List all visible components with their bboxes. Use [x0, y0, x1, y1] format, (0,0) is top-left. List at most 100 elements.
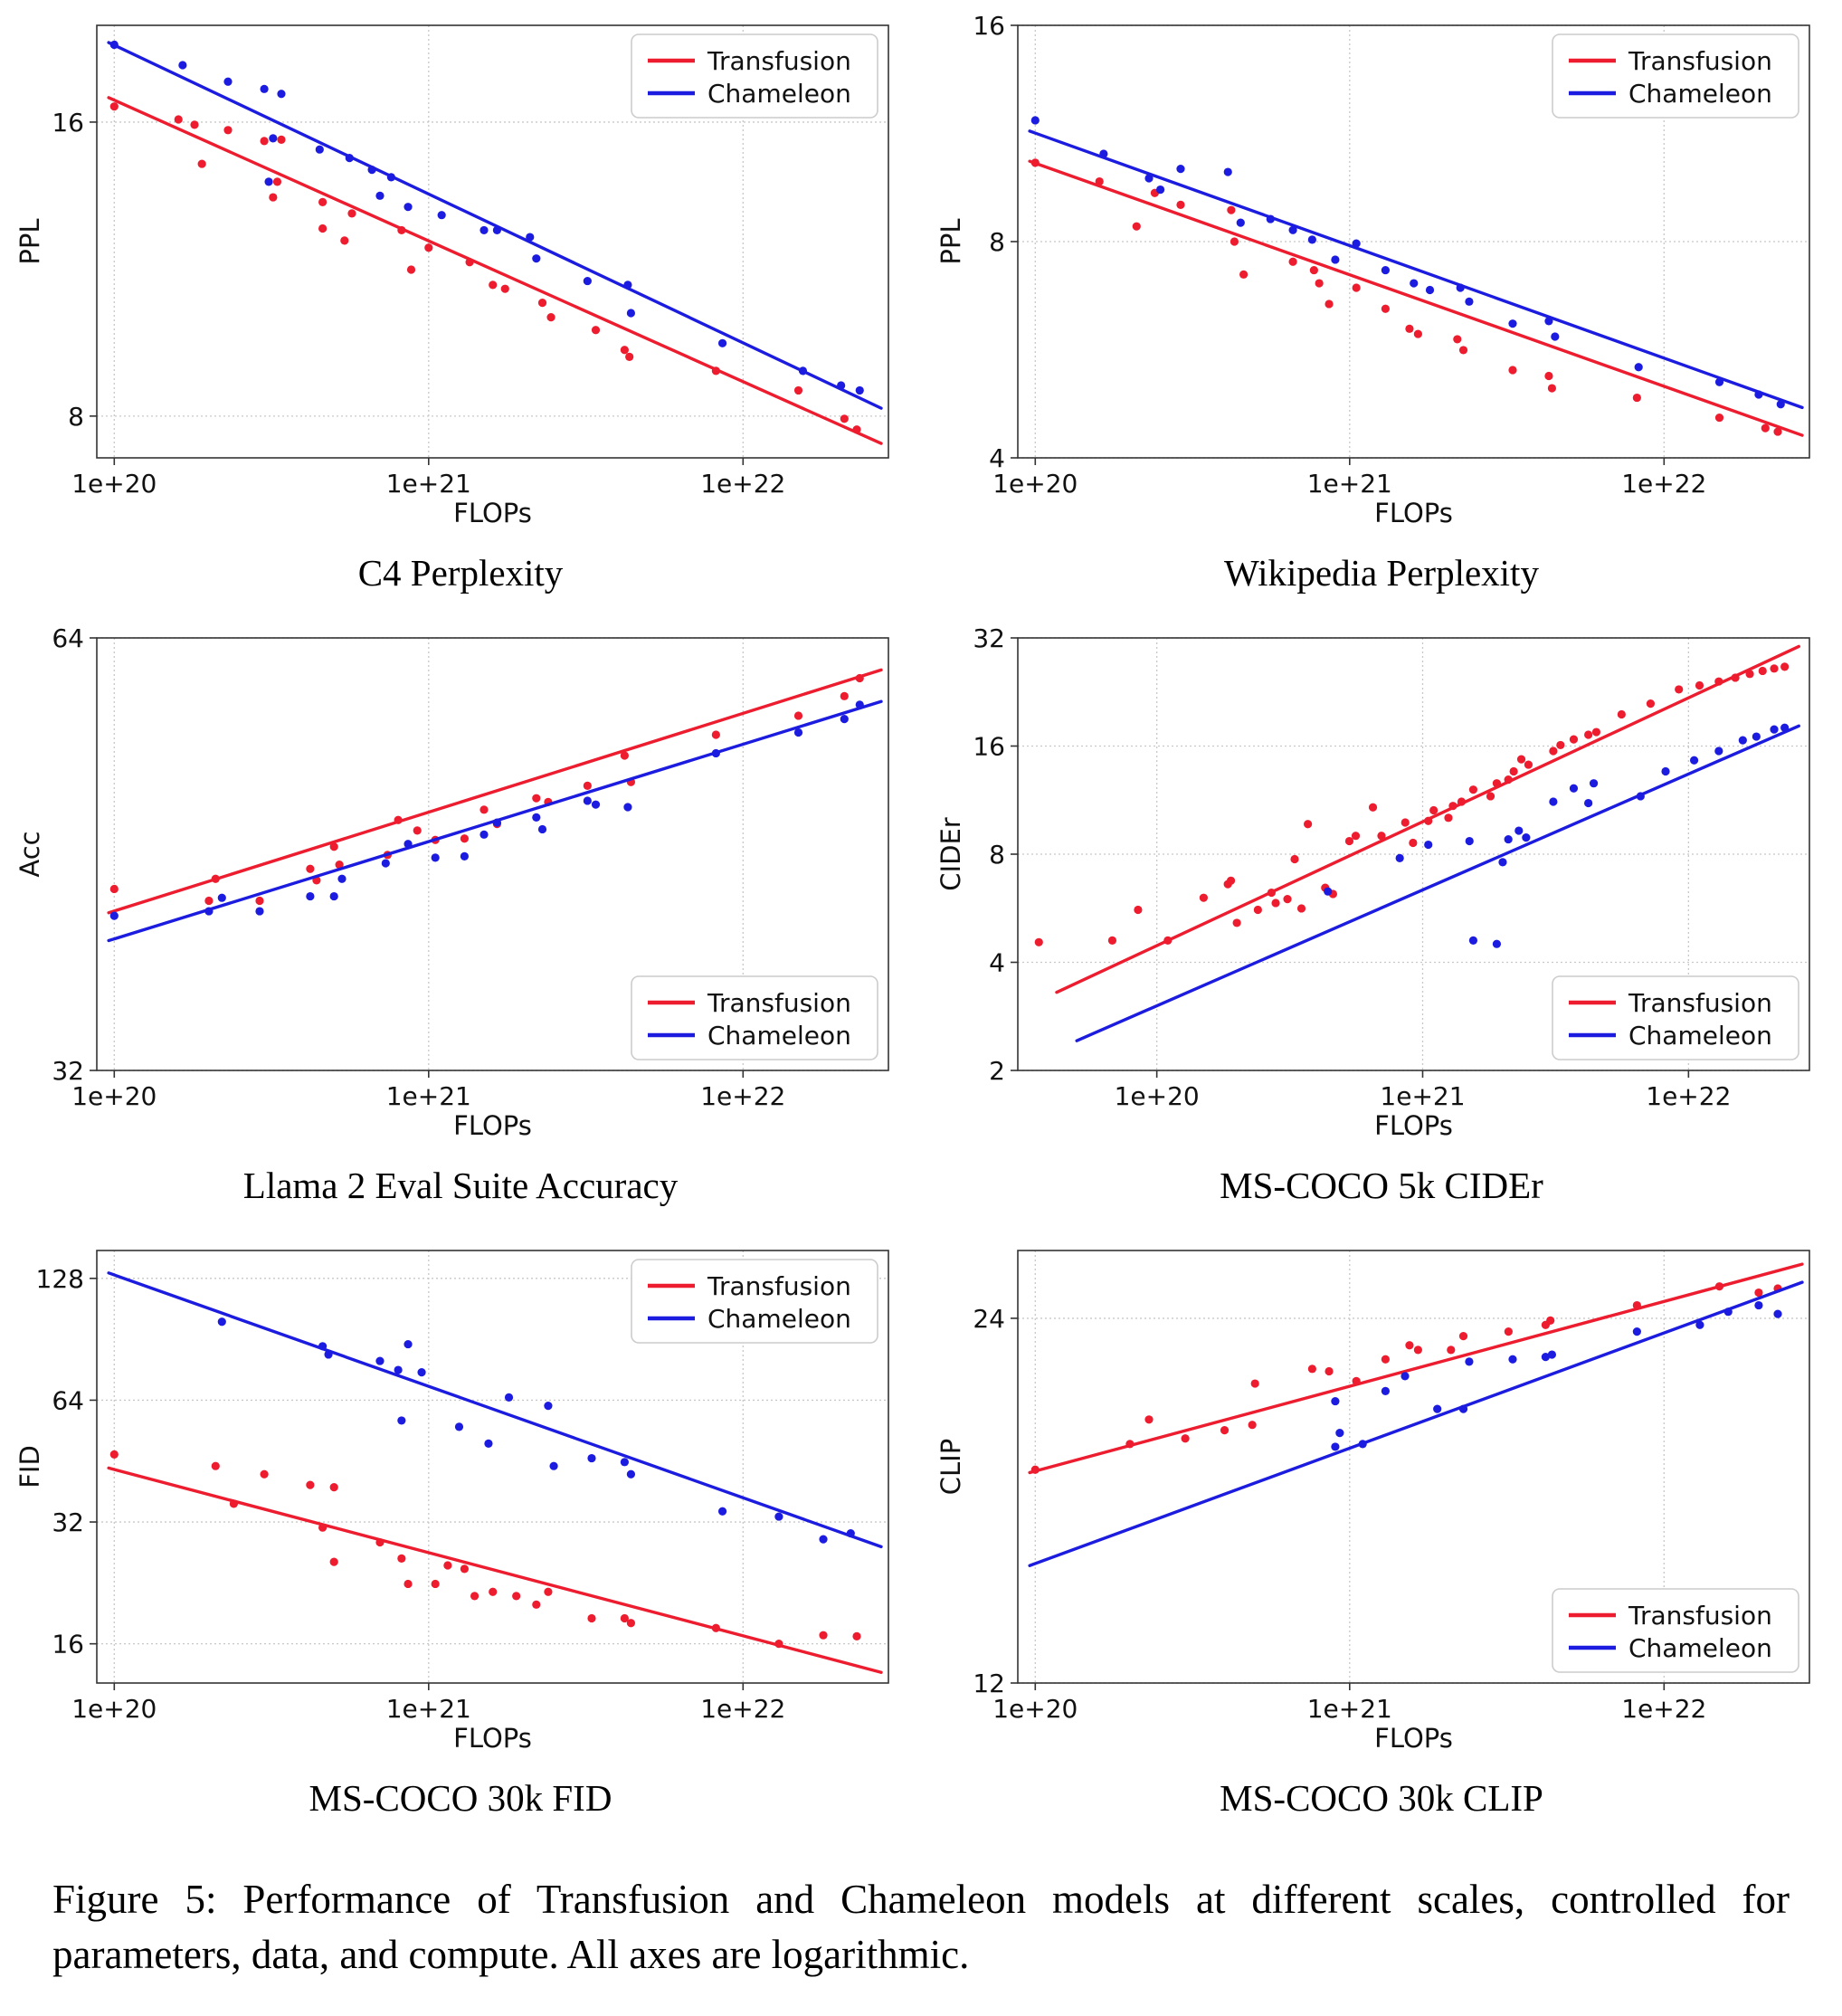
y-tick-label: 32 — [973, 627, 1005, 653]
data-point — [305, 1480, 314, 1489]
y-axis-ticks: 32 64 — [52, 627, 97, 1086]
data-point — [268, 134, 277, 143]
data-point — [396, 1416, 405, 1425]
data-point — [174, 115, 183, 124]
x-axis-label: FLOPs — [453, 498, 532, 528]
data-point — [403, 1579, 413, 1589]
data-point — [460, 834, 469, 843]
data-point — [109, 40, 119, 50]
data-point — [1404, 324, 1414, 333]
data-point — [1144, 174, 1154, 183]
data-point — [1199, 893, 1208, 902]
data-point — [1660, 766, 1670, 776]
data-point — [1636, 792, 1645, 801]
x-axis-ticks: 1e+20 1e+21 1e+22 — [71, 1070, 785, 1111]
data-point — [1030, 1465, 1040, 1474]
data-point — [855, 385, 864, 395]
chart-title-c4-perplexity: C4 Perplexity — [357, 552, 564, 594]
data-point — [1030, 158, 1040, 167]
data-point — [1541, 1353, 1550, 1362]
data-point — [1107, 936, 1116, 946]
data-point — [586, 1613, 596, 1623]
data-point — [1634, 363, 1643, 372]
data-point — [1223, 167, 1232, 176]
data-point — [1674, 685, 1683, 694]
y-axis-ticks: 12 24 — [973, 1304, 1018, 1698]
data-point — [1761, 423, 1770, 433]
data-point — [259, 1469, 269, 1479]
data-point — [1486, 792, 1495, 801]
data-point — [1323, 887, 1332, 896]
data-point — [366, 165, 376, 175]
trend-line-chameleon — [106, 1271, 883, 1549]
data-point — [423, 243, 432, 252]
data-point — [396, 1554, 405, 1563]
data-point — [626, 1619, 635, 1628]
data-point — [1714, 746, 1723, 756]
data-point — [1780, 662, 1789, 671]
data-point — [1714, 1282, 1723, 1291]
data-point — [488, 281, 497, 290]
y-axis-label: PPL — [15, 218, 45, 264]
data-point — [546, 312, 555, 322]
data-point — [1555, 740, 1564, 750]
data-point — [177, 61, 186, 70]
x-axis-ticks: 1e+20 1e+21 1e+22 — [992, 1683, 1706, 1724]
data-point — [1155, 185, 1164, 195]
data-point — [1714, 413, 1723, 423]
data-point — [1753, 390, 1763, 399]
scatter-points-chameleon — [109, 700, 864, 920]
data-point — [1714, 377, 1723, 386]
y-axis-ticks: 2 4 8 16 32 — [973, 627, 1018, 1086]
chart-title-mscoco-fid: MS-COCO 30k FID — [309, 1777, 612, 1819]
data-point — [276, 135, 286, 144]
data-point — [318, 1342, 327, 1351]
x-tick-label: 1e+22 — [700, 469, 785, 499]
legend-box — [1551, 33, 1799, 119]
legend-label-chameleon: Chameleon — [1628, 79, 1772, 109]
data-point — [1521, 833, 1530, 842]
data-point — [1516, 755, 1525, 764]
data-point — [1543, 371, 1553, 381]
data-point — [620, 751, 629, 760]
data-point — [329, 1483, 338, 1492]
data-point — [1232, 918, 1241, 927]
chart-title-mscoco-cider: MS-COCO 5k CIDEr — [1220, 1165, 1543, 1206]
trend-line-chameleon — [1074, 724, 1800, 1042]
data-point — [1545, 1316, 1554, 1325]
data-point — [263, 177, 273, 186]
legend-label-transfusion: Transfusion — [707, 988, 851, 1018]
data-point — [217, 1317, 226, 1327]
data-point — [483, 1439, 493, 1448]
legend-label-transfusion: Transfusion — [1628, 1601, 1772, 1631]
scatter-points-transfusion — [1034, 662, 1789, 946]
legend-label-chameleon: Chameleon — [1628, 1021, 1772, 1051]
data-point — [403, 840, 413, 849]
data-point — [1324, 1366, 1334, 1376]
data-point — [1289, 854, 1299, 864]
legend-label-transfusion: Transfusion — [1628, 46, 1772, 76]
x-tick-label: 1e+21 — [1306, 469, 1391, 499]
data-point — [1381, 1355, 1390, 1364]
data-point — [1446, 1346, 1455, 1355]
data-point — [1569, 735, 1578, 744]
data-point — [1583, 798, 1592, 808]
data-point — [396, 225, 405, 235]
data-point — [1695, 680, 1704, 690]
x-tick-label: 1e+21 — [385, 1081, 470, 1111]
data-point — [403, 203, 413, 212]
data-point — [479, 225, 489, 235]
y-tick-label: 16 — [52, 1630, 84, 1659]
data-point — [1358, 1440, 1367, 1449]
data-point — [1163, 936, 1172, 946]
data-point — [1395, 853, 1404, 862]
data-point — [442, 1561, 451, 1570]
y-tick-label: 64 — [52, 627, 84, 653]
panel-mscoco-cider: 1e+20 1e+21 1e+22 2 4 8 16 32 FLOPs CIDEr Transfus… — [921, 627, 1842, 1207]
data-point — [840, 414, 849, 423]
data-point — [1220, 1426, 1229, 1435]
data-point — [1583, 730, 1592, 739]
data-point — [492, 225, 501, 235]
scatter-points-transfusion — [109, 1450, 861, 1649]
